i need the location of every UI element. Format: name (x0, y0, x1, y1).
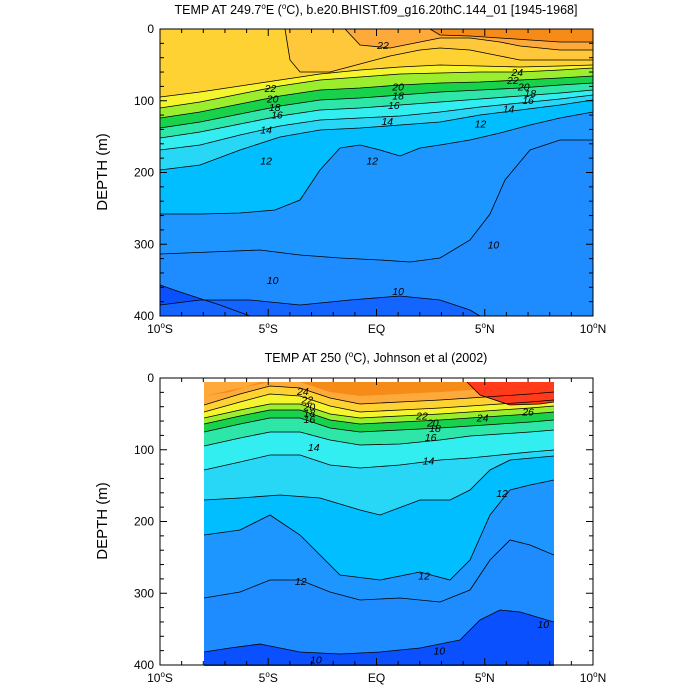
contour-label: 22 (264, 83, 277, 95)
band-cold-deep (160, 296, 480, 316)
contour-label: 12 (260, 155, 272, 167)
panel-top: TEMP AT 249.7oE (oC), b.e20.BHIST.f09_g1… (94, 2, 606, 336)
contour-label: 10 (488, 239, 500, 251)
contour-label: 12 (366, 155, 378, 167)
panel-bottom-axes: 10oS 5oS EQ 5oN 10oN 0 100 200 300 400 (134, 371, 606, 685)
xtick-label: EQ (368, 322, 385, 336)
xtick-label: 5oS (259, 670, 278, 685)
contour-label: 22 (376, 40, 389, 52)
panel-bottom: TEMP AT 250 (oC), Johnson et al (2002) (94, 350, 606, 685)
contour-label: 14 (308, 442, 320, 454)
contour-label: 10 (392, 286, 404, 298)
panel-top-ylabel: DEPTH (m) (94, 133, 111, 211)
bband-warm-pool (467, 382, 554, 405)
contour-label: 14 (260, 124, 272, 136)
contour-label: 14 (381, 116, 393, 128)
contour-label: 20 (303, 402, 316, 414)
contour-label: 12 (475, 119, 487, 131)
contour-label: 22 (415, 410, 428, 422)
contour-label: 12 (295, 576, 307, 588)
contour-label: 22 (506, 75, 519, 87)
xtick-label: 5oN (475, 670, 495, 685)
contour-label: 24 (476, 412, 489, 424)
xtick-label: 5oN (475, 321, 495, 336)
contour-label: 16 (425, 432, 437, 444)
contour-label: 16 (388, 100, 400, 112)
panel-top-contour-labels: 2224222018161412222018161412201816141210… (260, 40, 536, 298)
panel-top-axes: 10oS 5oS EQ 5oN 10oN 0 100 200 300 400 (134, 22, 606, 336)
ytick-label: 300 (134, 586, 154, 600)
xtick-label: EQ (368, 671, 385, 685)
contour-label: 18 (429, 423, 441, 435)
panel-bottom-title: TEMP AT 250 (oC), Johnson et al (2002) (265, 350, 488, 365)
contour-label: 22 (300, 395, 313, 407)
ytick-label: 400 (134, 309, 154, 323)
contour-label: 18 (524, 88, 536, 100)
contour-label: 20 (266, 94, 279, 106)
contour-label: 18 (392, 91, 404, 103)
ytick-label: 200 (134, 515, 154, 529)
panel-top-contour-lines (160, 29, 593, 316)
ytick-label: 100 (134, 443, 154, 457)
panel-top-contour-field (160, 29, 593, 316)
contour-label: 16 (304, 414, 316, 426)
contour-label: 18 (304, 407, 316, 419)
ytick-label: 400 (134, 658, 154, 672)
xtick-label: 10oN (580, 321, 606, 336)
panel-top-title: TEMP AT 249.7oE (oC), b.e20.BHIST.f09_g1… (175, 2, 578, 17)
contour-label: 12 (418, 570, 430, 582)
contour-label: 20 (517, 81, 530, 93)
xtick-label: 5oS (259, 321, 278, 336)
contour-label: 10 (433, 646, 445, 658)
contour-label: 14 (503, 104, 515, 116)
ytick-label: 0 (147, 371, 154, 385)
ytick-label: 300 (134, 237, 154, 251)
bband-26-28 (204, 382, 554, 396)
contour-label: 10 (267, 275, 279, 287)
contour-label: 10 (537, 619, 549, 631)
band-27-28 (430, 29, 593, 42)
contour-label: 26 (521, 407, 534, 419)
contour-label: 18 (269, 102, 281, 114)
contour-label: 16 (522, 95, 534, 107)
panel-bottom-contour-lines (204, 382, 554, 655)
contour-label: 24 (510, 67, 523, 79)
xtick-label: 10oS (147, 670, 173, 685)
ytick-label: 100 (134, 94, 154, 108)
contour-label: 14 (423, 456, 435, 468)
contour-label: 12 (496, 488, 508, 500)
contour-label: 20 (426, 417, 439, 429)
contour-label: 24 (296, 386, 309, 398)
contour-label: 20 (391, 81, 404, 93)
xtick-label: 10oS (147, 321, 173, 336)
xtick-label: 10oN (580, 670, 606, 685)
ytick-label: 0 (147, 22, 154, 36)
contour-label: 10 (310, 654, 322, 666)
ytick-label: 200 (134, 166, 154, 180)
panel-bottom-ylabel: DEPTH (m) (94, 482, 111, 560)
contour-label: 16 (271, 109, 283, 121)
panel-bottom-contour-field (204, 382, 554, 666)
